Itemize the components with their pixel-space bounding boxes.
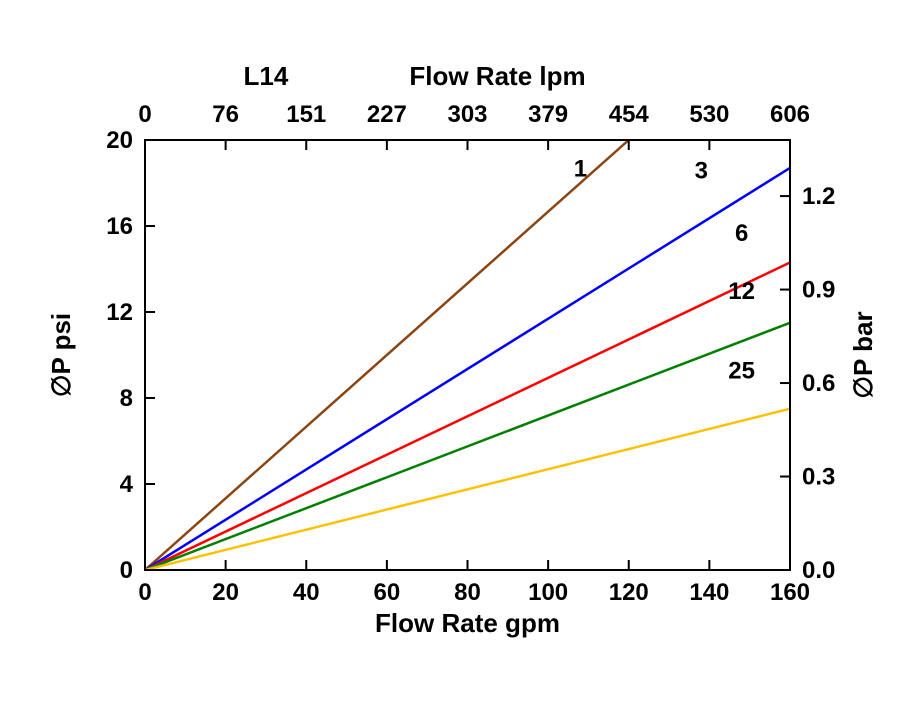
x-bottom-tick-label: 80 — [454, 579, 481, 606]
y-left-tick-label: 0 — [120, 557, 133, 584]
x-bottom-tick-label: 120 — [609, 579, 649, 606]
series-label-1: 1 — [574, 156, 587, 183]
y-right-axis-label: ∅P bar — [848, 311, 878, 398]
y-right-tick-label: 0.0 — [802, 557, 835, 584]
y-left-tick-label: 4 — [120, 471, 134, 498]
y-left-tick-label: 8 — [120, 385, 133, 412]
x-top-tick-label: 379 — [528, 101, 568, 128]
y-right-tick-label: 0.9 — [802, 277, 835, 304]
x-top-tick-label: 303 — [447, 101, 487, 128]
x-bottom-tick-label: 20 — [212, 579, 239, 606]
flow-rate-chart: 020406080100120140160Flow Rate gpm076151… — [0, 0, 908, 702]
y-left-axis-label: ∅P psi — [46, 313, 76, 397]
series-label-12: 12 — [728, 278, 755, 305]
x-top-tick-label: 0 — [138, 101, 151, 128]
x-bottom-tick-label: 140 — [689, 579, 729, 606]
y-left-tick-label: 12 — [106, 299, 133, 326]
x-bottom-tick-label: 100 — [528, 579, 568, 606]
y-left-tick-label: 20 — [106, 127, 133, 154]
x-top-tick-label: 76 — [212, 101, 239, 128]
x-top-tick-label: 227 — [367, 101, 407, 128]
x-top-tick-label: 606 — [770, 101, 810, 128]
x-bottom-tick-label: 60 — [374, 579, 401, 606]
model-label: L14 — [244, 61, 289, 91]
x-top-tick-label: 151 — [286, 101, 326, 128]
series-label-25: 25 — [728, 358, 755, 385]
x-bottom-axis-label: Flow Rate gpm — [375, 608, 560, 638]
x-bottom-tick-label: 40 — [293, 579, 320, 606]
x-top-tick-label: 530 — [689, 101, 729, 128]
series-label-6: 6 — [735, 220, 748, 247]
y-right-tick-label: 1.2 — [802, 183, 835, 210]
x-top-tick-label: 454 — [609, 101, 650, 128]
x-top-axis-label: Flow Rate lpm — [409, 61, 585, 91]
series-label-3: 3 — [695, 158, 708, 185]
y-right-tick-label: 0.6 — [802, 370, 835, 397]
x-bottom-tick-label: 0 — [138, 579, 151, 606]
y-right-tick-label: 0.3 — [802, 464, 835, 491]
y-left-tick-label: 16 — [106, 213, 133, 240]
